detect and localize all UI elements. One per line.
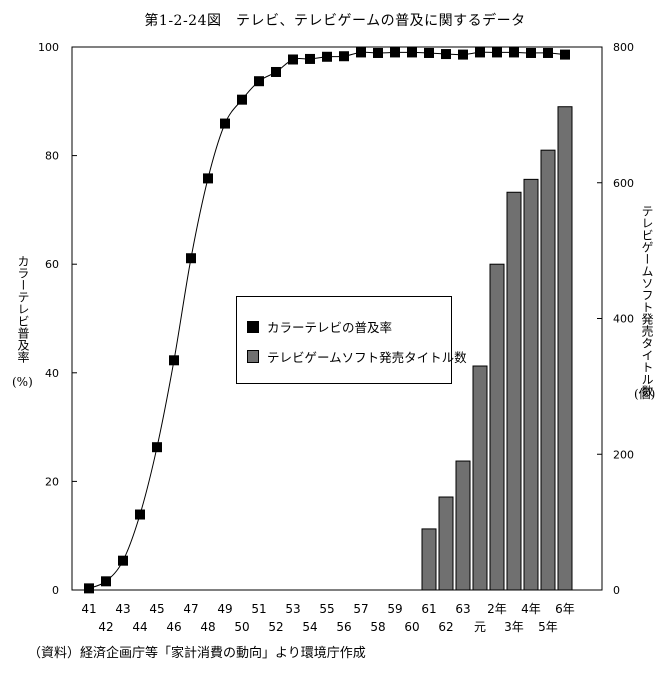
bar-swatch-icon [247, 350, 259, 363]
legend-label-color-tv: カラーテレビの普及率 [267, 320, 393, 335]
bar [523, 178, 539, 591]
data-point [458, 49, 468, 60]
x-tick-label: 6年 [555, 602, 575, 616]
legend-item-color-tv: カラーテレビの普及率 [247, 317, 392, 336]
bar [455, 460, 471, 591]
left-axis-unit: (%) [12, 375, 33, 389]
right-tick-label: 0 [613, 584, 620, 597]
left-tick-label: 0 [52, 584, 59, 597]
data-point [424, 47, 434, 58]
x-tick-label: 41 [81, 602, 96, 616]
x-tick-label: 51 [251, 602, 266, 616]
data-point [390, 47, 400, 58]
legend: カラーテレビの普及率 テレビゲームソフト発売タイトル数 [236, 296, 467, 384]
bar [438, 496, 454, 591]
left-tick-label: 60 [45, 258, 59, 271]
x-tick-label: 53 [285, 602, 300, 616]
x-tick-label: 61 [421, 602, 436, 616]
left-axis-label: カラーテレビ普及率 [16, 255, 30, 363]
legend-label-game-titles: テレビゲームソフト発売タイトル数 [267, 350, 467, 365]
x-tick-label: 63 [455, 602, 470, 616]
data-point [254, 76, 264, 87]
x-tick-label: 55 [319, 602, 334, 616]
x-tick-label: 42 [98, 620, 113, 634]
data-point [135, 509, 145, 520]
x-tick-label: 62 [438, 620, 453, 634]
x-tick-label: 43 [115, 602, 130, 616]
data-point [305, 53, 315, 64]
x-tick-label: 56 [336, 620, 351, 634]
right-tick-label: 600 [613, 177, 634, 190]
data-point [509, 47, 519, 58]
x-tick-label: 58 [370, 620, 385, 634]
axes [71, 46, 603, 591]
data-point [526, 47, 536, 58]
source-note: （資料）経済企画庁等「家計消費の動向」より環境庁作成 [28, 646, 366, 661]
right-axis-unit: (個) [634, 387, 656, 401]
line-series [84, 47, 570, 594]
chart-title: 第1-2-24図 テレビ、テレビゲームの普及に関するデータ [144, 13, 526, 29]
right-tick-label: 800 [613, 41, 634, 54]
data-point [492, 47, 502, 58]
data-point [152, 442, 162, 453]
x-tick-label: 52 [268, 620, 283, 634]
x-tick-label: 59 [387, 602, 402, 616]
bar [489, 263, 505, 591]
right-tick-label: 200 [613, 448, 634, 461]
left-tick-label: 100 [38, 41, 59, 54]
square-marker-icon [247, 320, 259, 333]
data-point [237, 94, 247, 105]
data-point [322, 51, 332, 62]
x-tick-label: 2年 [487, 602, 507, 616]
data-point [560, 49, 570, 60]
x-tick-label: 44 [132, 620, 147, 634]
left-tick-label: 80 [45, 150, 59, 163]
x-tick-label: 元 [474, 620, 486, 634]
x-tick-label: 3年 [504, 620, 524, 634]
left-tick-label: 20 [45, 475, 59, 488]
x-tick-label: 5年 [538, 620, 558, 634]
data-point [373, 47, 383, 58]
x-tick-label: 47 [183, 602, 198, 616]
x-tick-label: 4年 [521, 602, 541, 616]
data-point [441, 49, 451, 60]
bar [472, 365, 488, 591]
data-point [186, 253, 196, 264]
x-tick-label: 50 [234, 620, 249, 634]
bar [540, 149, 556, 591]
data-point [203, 173, 213, 184]
data-point [288, 54, 298, 65]
legend-item-game-titles: テレビゲームソフト発売タイトル数 [247, 347, 467, 366]
x-tick-label: 46 [166, 620, 181, 634]
data-point [220, 118, 230, 129]
data-point [339, 51, 349, 62]
data-point [271, 66, 281, 77]
data-point [407, 47, 417, 58]
right-tick-label: 400 [613, 313, 634, 326]
bar [557, 106, 573, 591]
data-point [101, 576, 111, 587]
bar-series [421, 106, 573, 591]
data-point [475, 47, 485, 58]
data-point [169, 355, 179, 366]
tick-labels: 0204060801000200400600800414243444546474… [38, 41, 634, 634]
x-tick-label: 60 [404, 620, 419, 634]
x-tick-label: 57 [353, 602, 368, 616]
bar [421, 528, 437, 591]
x-tick-label: 48 [200, 620, 215, 634]
x-tick-label: 49 [217, 602, 232, 616]
x-tick-label: 45 [149, 602, 164, 616]
bar [506, 191, 522, 591]
left-tick-label: 40 [45, 367, 59, 380]
right-axis-label: テレビゲームソフト発売タイトル数 [640, 205, 654, 397]
data-point [118, 555, 128, 566]
data-point [84, 583, 94, 594]
data-point [543, 47, 553, 58]
x-tick-label: 54 [302, 620, 317, 634]
data-point [356, 47, 366, 58]
